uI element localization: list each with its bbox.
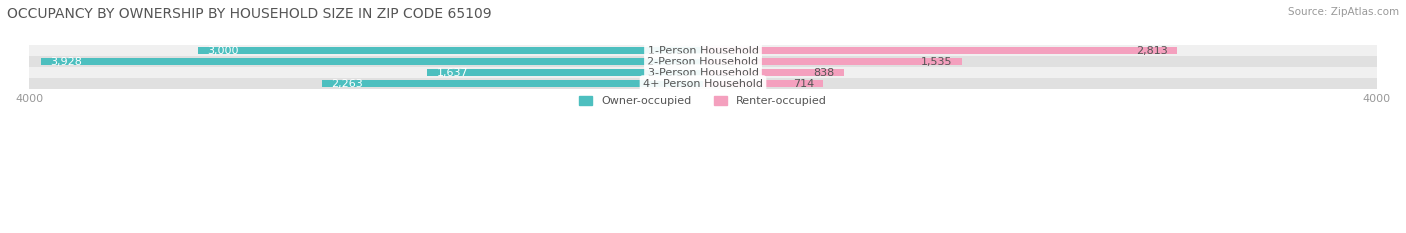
- Bar: [30, 67, 1376, 78]
- Text: 1,535: 1,535: [921, 57, 952, 67]
- Legend: Owner-occupied, Renter-occupied: Owner-occupied, Renter-occupied: [575, 92, 831, 111]
- Text: 714: 714: [793, 79, 814, 89]
- Text: 2-Person Household: 2-Person Household: [647, 57, 759, 67]
- Text: 2,813: 2,813: [1136, 46, 1167, 56]
- Text: 3,928: 3,928: [51, 57, 83, 67]
- Text: 2,263: 2,263: [330, 79, 363, 89]
- Bar: [198, 47, 703, 54]
- Text: 838: 838: [814, 68, 835, 78]
- Bar: [703, 58, 962, 65]
- Bar: [30, 56, 1376, 67]
- Bar: [41, 58, 703, 65]
- Text: 1-Person Household: 1-Person Household: [648, 46, 758, 56]
- Bar: [30, 45, 1376, 56]
- Bar: [427, 69, 703, 76]
- Text: OCCUPANCY BY OWNERSHIP BY HOUSEHOLD SIZE IN ZIP CODE 65109: OCCUPANCY BY OWNERSHIP BY HOUSEHOLD SIZE…: [7, 7, 492, 21]
- Text: 4+ Person Household: 4+ Person Household: [643, 79, 763, 89]
- Bar: [322, 80, 703, 87]
- Bar: [703, 47, 1177, 54]
- Text: 1,637: 1,637: [436, 68, 468, 78]
- Bar: [703, 69, 844, 76]
- Text: 3-Person Household: 3-Person Household: [648, 68, 758, 78]
- Bar: [30, 78, 1376, 89]
- Text: Source: ZipAtlas.com: Source: ZipAtlas.com: [1288, 7, 1399, 17]
- Bar: [703, 80, 824, 87]
- Text: 3,000: 3,000: [207, 46, 238, 56]
